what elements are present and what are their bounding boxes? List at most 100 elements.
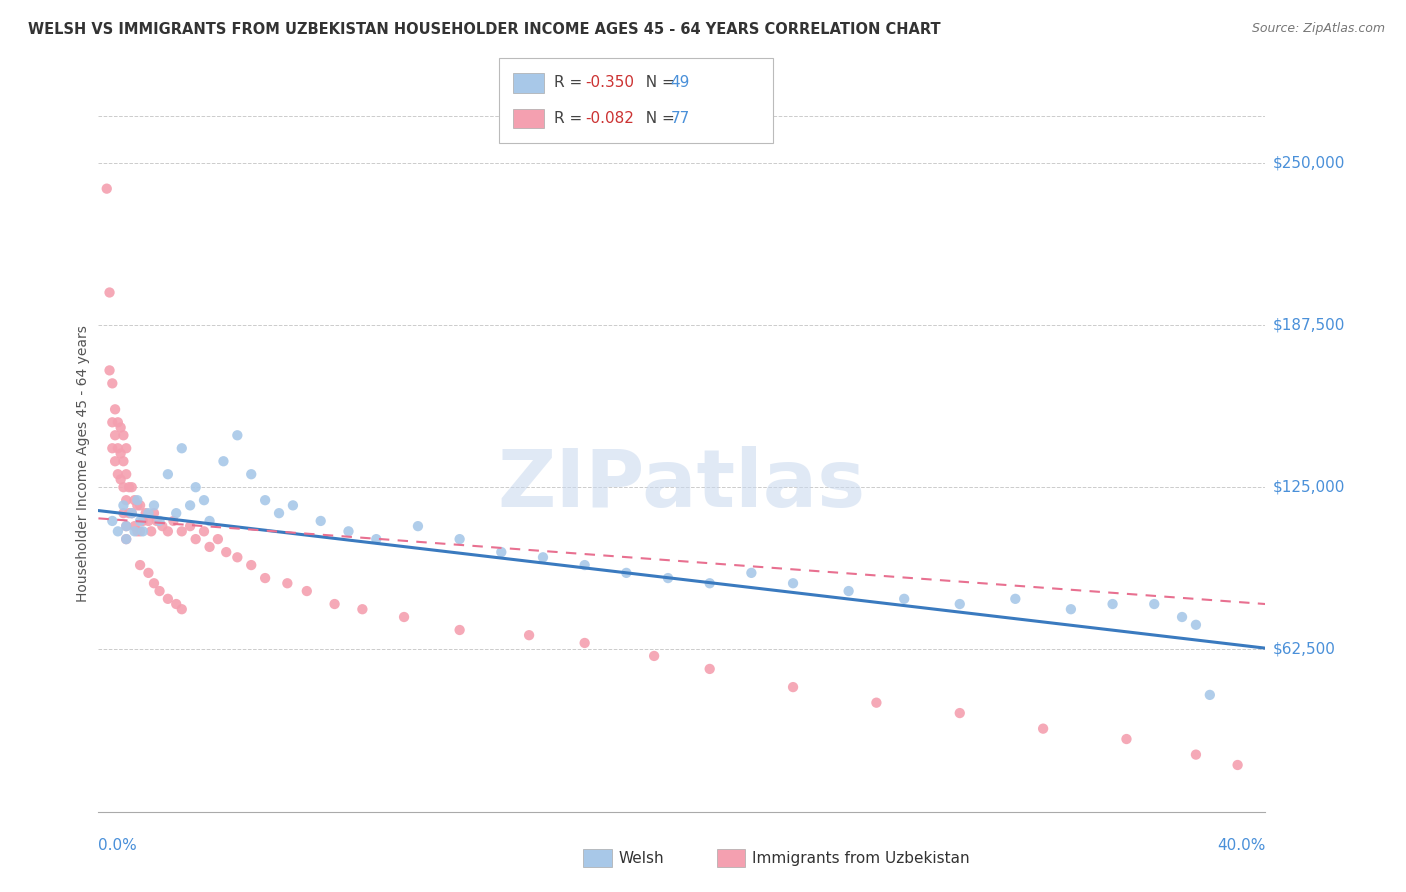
Point: [121, 506, 143, 520]
Point: [949, 597, 972, 611]
Point: [124, 524, 146, 539]
Point: [143, 499, 166, 513]
Text: $62,500: $62,500: [1272, 642, 1336, 657]
Point: [132, 524, 155, 539]
Point: [115, 467, 138, 482]
Point: [574, 558, 596, 573]
Point: [949, 706, 972, 720]
Point: [574, 636, 596, 650]
Point: [337, 524, 360, 539]
Point: [184, 480, 207, 494]
Point: [165, 597, 187, 611]
Point: [1101, 597, 1123, 611]
Point: [138, 566, 160, 580]
Text: Source: ZipAtlas.com: Source: ZipAtlas.com: [1251, 22, 1385, 36]
Point: [98, 363, 121, 377]
Text: WELSH VS IMMIGRANTS FROM UZBEKISTAN HOUSEHOLDER INCOME AGES 45 - 64 YEARS CORREL: WELSH VS IMMIGRANTS FROM UZBEKISTAN HOUS…: [28, 22, 941, 37]
Point: [267, 506, 290, 520]
Text: -0.082: -0.082: [585, 112, 634, 126]
Point: [198, 540, 221, 554]
Point: [295, 584, 318, 599]
Point: [146, 514, 169, 528]
Point: [782, 680, 804, 694]
Point: [98, 285, 121, 300]
Point: [1171, 610, 1194, 624]
Point: [129, 524, 152, 539]
Point: [254, 493, 277, 508]
Point: [156, 524, 179, 539]
Text: R =: R =: [554, 112, 588, 126]
Point: [491, 545, 513, 559]
Point: [1198, 688, 1220, 702]
Point: [101, 442, 124, 456]
Point: [449, 623, 471, 637]
Point: [110, 472, 132, 486]
Point: [138, 514, 160, 528]
Point: [112, 499, 135, 513]
Point: [517, 628, 540, 642]
Point: [614, 566, 637, 580]
Point: [193, 524, 215, 539]
Point: [323, 597, 346, 611]
Text: 77: 77: [671, 112, 690, 126]
Text: Welsh: Welsh: [619, 851, 664, 865]
Text: R =: R =: [554, 76, 588, 90]
Point: [1115, 732, 1137, 747]
Point: [121, 480, 143, 494]
Point: [107, 415, 129, 429]
Point: [107, 524, 129, 539]
Point: [148, 584, 170, 599]
Point: [531, 550, 554, 565]
Point: [215, 545, 238, 559]
Text: 40.0%: 40.0%: [1218, 838, 1265, 854]
Point: [104, 428, 127, 442]
Point: [193, 493, 215, 508]
Point: [240, 467, 263, 482]
Text: 49: 49: [671, 76, 690, 90]
Text: $250,000: $250,000: [1272, 155, 1344, 170]
Point: [643, 648, 665, 663]
Point: [112, 480, 135, 494]
Point: [699, 576, 721, 591]
Point: [115, 519, 138, 533]
Point: [449, 532, 471, 546]
Point: [212, 454, 235, 468]
Point: [165, 506, 187, 520]
Point: [124, 519, 146, 533]
Point: [406, 519, 429, 533]
Point: [893, 591, 915, 606]
Point: [657, 571, 679, 585]
Point: [366, 532, 388, 546]
Point: [281, 499, 304, 513]
Point: [740, 566, 762, 580]
Point: [699, 662, 721, 676]
Point: [112, 428, 135, 442]
Point: [179, 519, 201, 533]
Point: [143, 506, 166, 520]
Point: [150, 519, 173, 533]
Point: [101, 514, 124, 528]
Point: [838, 584, 860, 599]
Point: [115, 532, 138, 546]
Point: [1060, 602, 1083, 616]
Text: 0.0%: 0.0%: [98, 838, 138, 854]
Point: [112, 506, 135, 520]
Point: [118, 506, 141, 520]
Point: [162, 514, 184, 528]
Point: [198, 514, 221, 528]
Point: [112, 454, 135, 468]
Point: [148, 514, 170, 528]
Point: [127, 493, 149, 508]
Point: [110, 446, 132, 460]
Point: [276, 576, 298, 591]
Point: [124, 493, 146, 508]
Point: [129, 558, 152, 573]
Point: [132, 514, 155, 528]
Point: [1143, 597, 1166, 611]
Point: [392, 610, 415, 624]
Point: [1032, 722, 1054, 736]
Point: [104, 454, 127, 468]
Point: [115, 442, 138, 456]
Point: [226, 550, 249, 565]
Text: $187,500: $187,500: [1272, 318, 1344, 333]
